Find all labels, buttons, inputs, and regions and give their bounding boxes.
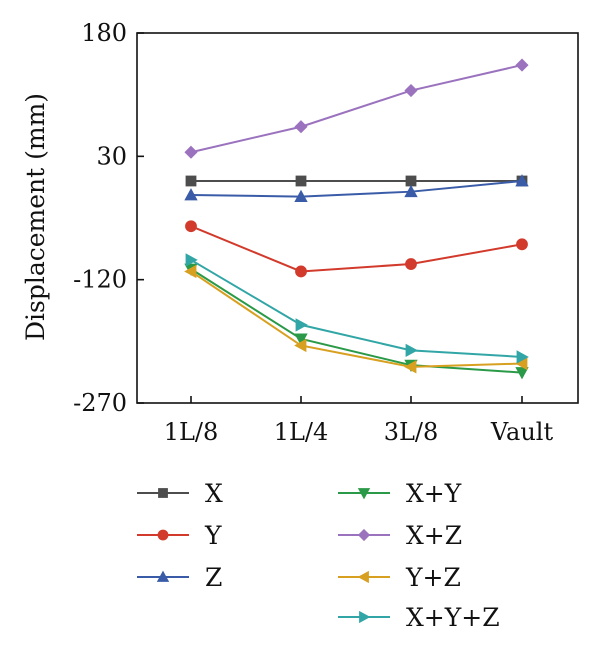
legend-item-y: Y — [137, 521, 222, 550]
series-line — [190, 270, 523, 368]
triangle-up-marker — [515, 174, 529, 187]
circle-marker — [405, 258, 417, 270]
legend-item-x-plus-z: X+Z — [338, 521, 462, 550]
triangle-left-marker — [404, 360, 417, 374]
legend-item-x: X — [137, 479, 223, 508]
diamond-marker — [294, 120, 308, 134]
x-tick-label: 3L/8 — [384, 418, 439, 446]
triangle-down-marker — [294, 333, 308, 346]
series-line — [190, 225, 523, 273]
legend-label: X+Y — [406, 479, 462, 508]
triangle-up-marker — [294, 189, 308, 203]
series-x-plus-y-plus-z — [185, 253, 529, 364]
y-tick-label: -120 — [73, 266, 127, 294]
legend-label: Y+Z — [405, 563, 461, 592]
square-marker — [185, 175, 197, 187]
legend-label: Z — [205, 563, 222, 592]
legend-item-x-plus-y-plus-z: X+Y+Z — [338, 603, 500, 632]
y-tick-label: 30 — [96, 142, 127, 170]
series-z — [184, 174, 529, 203]
triangle-down-marker — [357, 488, 371, 500]
plot-frame — [136, 32, 579, 404]
square-marker — [158, 488, 168, 498]
x-tick-label: 1L/4 — [274, 418, 329, 446]
plot-area — [136, 32, 579, 404]
series-x-plus-z — [184, 58, 529, 159]
series-y — [185, 220, 528, 278]
legend-item-z: Z — [137, 563, 222, 592]
series-x-plus-y — [184, 263, 529, 380]
y-tick-label: -270 — [73, 389, 127, 417]
series-layer — [184, 58, 529, 380]
circle-marker — [157, 529, 169, 541]
x-axis: 1L/8 1L/4 3L/8 Vault — [164, 396, 554, 446]
legend-label: Y — [204, 521, 222, 550]
triangle-up-marker — [156, 570, 170, 582]
diamond-marker — [515, 58, 529, 72]
legend-label: X+Z — [406, 521, 462, 550]
circle-marker — [185, 220, 197, 233]
legend-label: X — [205, 479, 223, 508]
triangle-down-marker — [515, 367, 529, 380]
triangle-right-marker — [405, 343, 418, 358]
triangle-left-marker — [357, 570, 369, 584]
x-tick-label: Vault — [490, 418, 554, 446]
triangle-up-marker — [184, 188, 198, 201]
series-line — [190, 268, 523, 374]
series-line — [190, 180, 523, 198]
circle-marker — [295, 265, 307, 278]
triangle-right-marker — [295, 318, 308, 332]
triangle-left-marker — [184, 264, 197, 279]
diamond-marker — [184, 145, 198, 159]
y-axis-title: Displacement (mm) — [21, 93, 50, 341]
triangle-up-marker — [404, 184, 418, 198]
triangle-right-marker — [359, 610, 371, 624]
square-marker — [405, 175, 417, 187]
series-line — [190, 64, 523, 154]
diamond-marker — [357, 528, 371, 542]
y-tick-label: 180 — [81, 19, 127, 47]
triangle-right-marker — [516, 350, 529, 364]
diamond-marker — [404, 83, 418, 98]
triangle-left-marker — [294, 338, 307, 353]
y-axis: 180 30 -120 -270 — [73, 19, 144, 417]
square-marker — [295, 175, 307, 187]
legend-item-x-plus-y: X+Y — [338, 479, 462, 508]
series-line — [190, 259, 523, 358]
legend: XYZ X+Y X+Z Y+Z X+Y+Z — [137, 479, 500, 632]
triangle-right-marker — [185, 253, 198, 267]
legend-label: X+Y+Z — [406, 603, 500, 632]
series-y-plus-z — [184, 264, 528, 374]
legend-item-y-plus-z: Y+Z — [338, 563, 461, 592]
circle-marker — [516, 238, 528, 251]
x-tick-label: 1L/8 — [164, 418, 219, 446]
